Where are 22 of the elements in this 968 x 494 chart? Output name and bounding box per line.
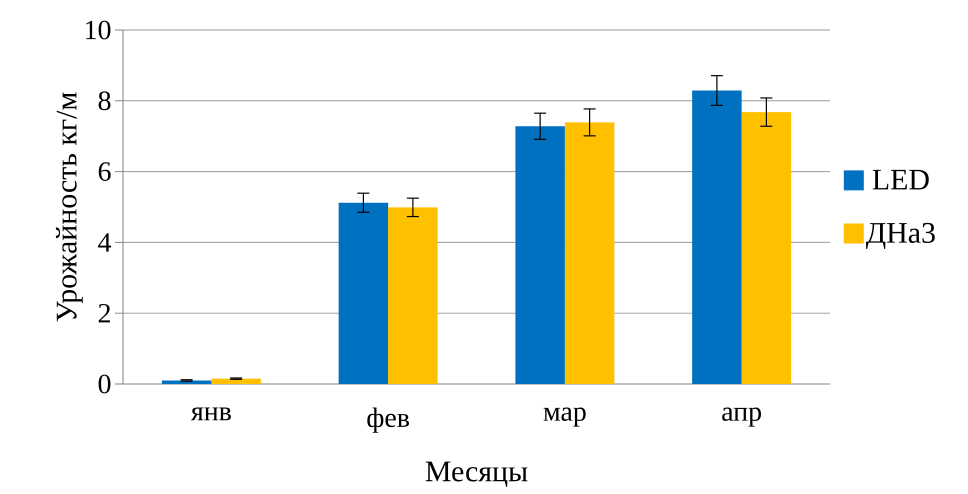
y-tick-label: 8 <box>98 91 110 110</box>
bar <box>515 126 565 384</box>
x-tick-label: фев <box>367 408 409 433</box>
x-tick-label: апр <box>722 408 761 427</box>
legend-label: LED <box>872 170 929 190</box>
legend-label: ДНа3 <box>866 222 935 250</box>
y-tick-label: 0 <box>98 374 110 394</box>
x-axis-title: Месяцы <box>426 462 528 487</box>
x-tick-label: янв <box>190 408 231 420</box>
y-tick-label: 6 <box>98 162 111 181</box>
bar <box>742 112 792 384</box>
bar <box>162 380 212 384</box>
bar <box>211 378 261 384</box>
bar <box>388 207 438 384</box>
x-tick-label: мар <box>544 408 586 427</box>
bar <box>564 122 614 384</box>
bar <box>338 202 388 384</box>
y-tick-label: 4 <box>98 233 112 252</box>
y-tick-label: 2 <box>98 304 110 322</box>
y-axis-title: Урожайность кг/м <box>56 92 83 322</box>
y-tick-label: 10 <box>86 20 110 40</box>
bar <box>692 90 742 384</box>
